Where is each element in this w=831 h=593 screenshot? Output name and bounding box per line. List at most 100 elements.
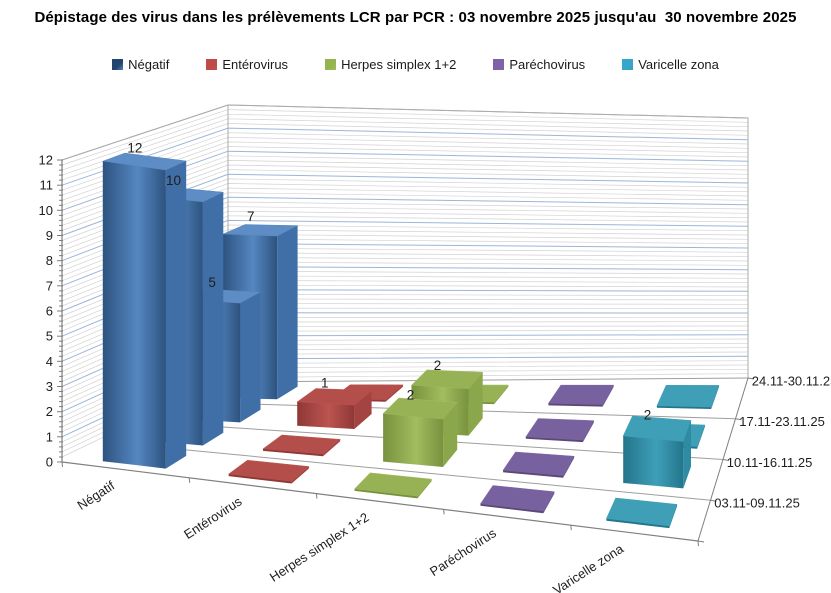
category-axis-line xyxy=(61,461,699,542)
zero-marker-side-varicelle-zona-03-11-09-11-25 xyxy=(669,504,677,529)
zero-marker-top-par-chovirus-03-11-09-11-25 xyxy=(480,485,555,512)
value-label-herpes-simplex-1-2-17-11-23-11-25: 2 xyxy=(434,358,442,373)
legend-label: Négatif xyxy=(128,57,170,72)
depth-axis-label: 17.11-23.11.25 xyxy=(739,414,825,429)
y-axis-label: 8 xyxy=(46,253,53,268)
zero-marker-front-varicelle-zona-24-11-30-11-25 xyxy=(656,406,712,409)
value-label-herpes-simplex-1-2-10-11-16-11-25: 2 xyxy=(407,387,415,402)
y-axis-label: 2 xyxy=(46,404,53,419)
floor-row-line xyxy=(103,441,711,501)
zero-marker-side-herpes-simplex-1-2-24-11-30-11-25 xyxy=(494,385,509,405)
legend-label: Herpes simplex 1+2 xyxy=(341,57,457,72)
value-label-varicelle-zona-10-11-16-11-25: 2 xyxy=(644,408,652,423)
legend-item-n-gatif: Négatif xyxy=(112,57,169,72)
bar-front-ent-rovirus-17-11-23-11-25 xyxy=(297,402,355,429)
zero-marker-front-varicelle-zona-03-11-09-11-25 xyxy=(606,518,670,529)
category-axis-tick xyxy=(315,493,318,499)
bar-side-n-gatif-03-11-09-11-25 xyxy=(165,161,187,469)
bar-side-ent-rovirus-17-11-23-11-25 xyxy=(354,390,372,429)
legend-swatch-ent-rovirus xyxy=(206,59,218,70)
legend-item-par-chovirus: Paréchovirus xyxy=(493,57,585,72)
category-axis-label: Varicelle zona xyxy=(550,541,626,593)
value-label-n-gatif-17-11-23-11-25: 5 xyxy=(208,275,216,290)
zero-marker-front-ent-rovirus-10-11-16-11-25 xyxy=(263,449,323,457)
bar-side-herpes-simplex-1-2-10-11-16-11-25 xyxy=(443,402,458,467)
bar-front-varicelle-zona-10-11-16-11-25 xyxy=(623,436,684,489)
zero-marker-front-par-chovirus-24-11-30-11-25 xyxy=(548,403,603,407)
zero-marker-front-ent-rovirus-03-11-09-11-25 xyxy=(228,474,292,484)
bar-side-herpes-simplex-1-2-17-11-23-11-25 xyxy=(468,372,483,436)
zero-marker-side-herpes-simplex-1-2-03-11-09-11-25 xyxy=(417,479,432,499)
zero-marker-side-par-chovirus-17-11-23-11-25 xyxy=(582,420,594,443)
category-axis-label: Entérovirus xyxy=(181,493,245,542)
bar-front-n-gatif-03-11-09-11-25 xyxy=(102,161,166,469)
y-axis-label: 4 xyxy=(46,354,53,369)
bar-side-n-gatif-10-11-16-11-25 xyxy=(202,192,224,446)
zero-marker-top-herpes-simplex-1-2-03-11-09-11-25 xyxy=(354,472,432,497)
depth-axis-tick xyxy=(747,377,755,380)
category-axis-tick xyxy=(697,540,699,547)
y-axis-label: 7 xyxy=(46,278,53,293)
category-axis-tick xyxy=(188,477,191,483)
bar-side-varicelle-zona-10-11-16-11-25 xyxy=(683,420,691,489)
zero-marker-side-varicelle-zona-17-11-23-11-25 xyxy=(697,425,705,449)
depth-axis-label: 10.11-16.11.25 xyxy=(727,455,813,470)
y-axis-label: 11 xyxy=(40,178,54,193)
legend-item-varicelle-zona: Varicelle zona xyxy=(622,57,719,72)
zero-marker-side-par-chovirus-03-11-09-11-25 xyxy=(543,491,555,514)
zero-marker-side-ent-rovirus-03-11-09-11-25 xyxy=(291,466,309,484)
y-axis-label: 3 xyxy=(46,379,53,394)
depth-axis-label: 03.11-09.11.25 xyxy=(714,496,800,511)
zero-marker-top-varicelle-zona-24-11-30-11-25 xyxy=(656,384,720,408)
zero-marker-side-ent-rovirus-10-11-16-11-25 xyxy=(323,439,341,457)
legend-swatch-par-chovirus xyxy=(493,59,505,70)
zero-marker-front-herpes-simplex-1-2-03-11-09-11-25 xyxy=(354,489,418,499)
zero-marker-top-par-chovirus-17-11-23-11-25 xyxy=(525,418,595,441)
legend-label: Entérovirus xyxy=(222,57,289,72)
legend-swatch-herpes-simplex-1-2 xyxy=(325,59,337,70)
bar-side-n-gatif-17-11-23-11-25 xyxy=(240,292,261,423)
legend-item-ent-rovirus: Entérovirus xyxy=(206,57,288,72)
depth-axis-tick xyxy=(697,540,705,543)
legend-swatch-n-gatif xyxy=(112,59,124,70)
zero-marker-front-par-chovirus-10-11-16-11-25 xyxy=(503,470,564,478)
value-label-n-gatif-03-11-09-11-25: 12 xyxy=(127,140,142,155)
value-label-n-gatif-24-11-30-11-25: 7 xyxy=(247,209,255,224)
category-axis-label: Paréchovirus xyxy=(427,525,499,579)
value-label-n-gatif-10-11-16-11-25: 10 xyxy=(166,173,181,188)
bar-side-n-gatif-24-11-30-11-25 xyxy=(277,225,298,400)
zero-marker-front-par-chovirus-17-11-23-11-25 xyxy=(525,437,583,443)
legend-label: Varicelle zona xyxy=(638,57,719,72)
zero-marker-top-varicelle-zona-03-11-09-11-25 xyxy=(606,497,678,527)
floor-back-edge xyxy=(227,377,749,383)
chart-title: Dépistage des virus dans les prélèvement… xyxy=(34,9,797,26)
zero-marker-front-par-chovirus-03-11-09-11-25 xyxy=(480,503,544,514)
category-axis-label: Herpes simplex 1+2 xyxy=(267,509,372,584)
depth-axis-tick xyxy=(722,459,730,461)
zero-marker-side-par-chovirus-24-11-30-11-25 xyxy=(602,385,614,407)
depth-axis-tick xyxy=(735,418,742,421)
category-axis-tick xyxy=(443,509,445,515)
y-axis-label: 12 xyxy=(39,153,53,168)
category-axis-tick xyxy=(61,461,63,468)
y-axis-label: 6 xyxy=(46,304,53,319)
zero-marker-side-ent-rovirus-24-11-30-11-25 xyxy=(385,384,403,402)
chart-legend: Négatif Entérovirus Herpes simplex 1+2 Paré… xyxy=(0,57,831,72)
y-axis-label: 9 xyxy=(46,228,53,243)
legend-item-herpes-simplex-1-2: Herpes simplex 1+2 xyxy=(325,57,456,72)
category-axis-tick xyxy=(570,525,572,531)
legend-label: Paréchovirus xyxy=(509,57,586,72)
zero-marker-side-varicelle-zona-24-11-30-11-25 xyxy=(711,385,719,409)
value-label-ent-rovirus-17-11-23-11-25: 1 xyxy=(321,376,329,391)
y-axis-label: 1 xyxy=(46,429,53,444)
zero-marker-side-par-chovirus-10-11-16-11-25 xyxy=(563,456,575,478)
bar-front-herpes-simplex-1-2-10-11-16-11-25 xyxy=(383,413,444,467)
wall-edge xyxy=(61,104,749,378)
zero-marker-top-par-chovirus-24-11-30-11-25 xyxy=(548,384,614,406)
depth-axis-tick xyxy=(710,499,717,502)
y-axis-label: 0 xyxy=(46,455,53,470)
y-axis-label: 10 xyxy=(39,203,53,218)
legend-swatch-varicelle-zona xyxy=(622,59,634,70)
